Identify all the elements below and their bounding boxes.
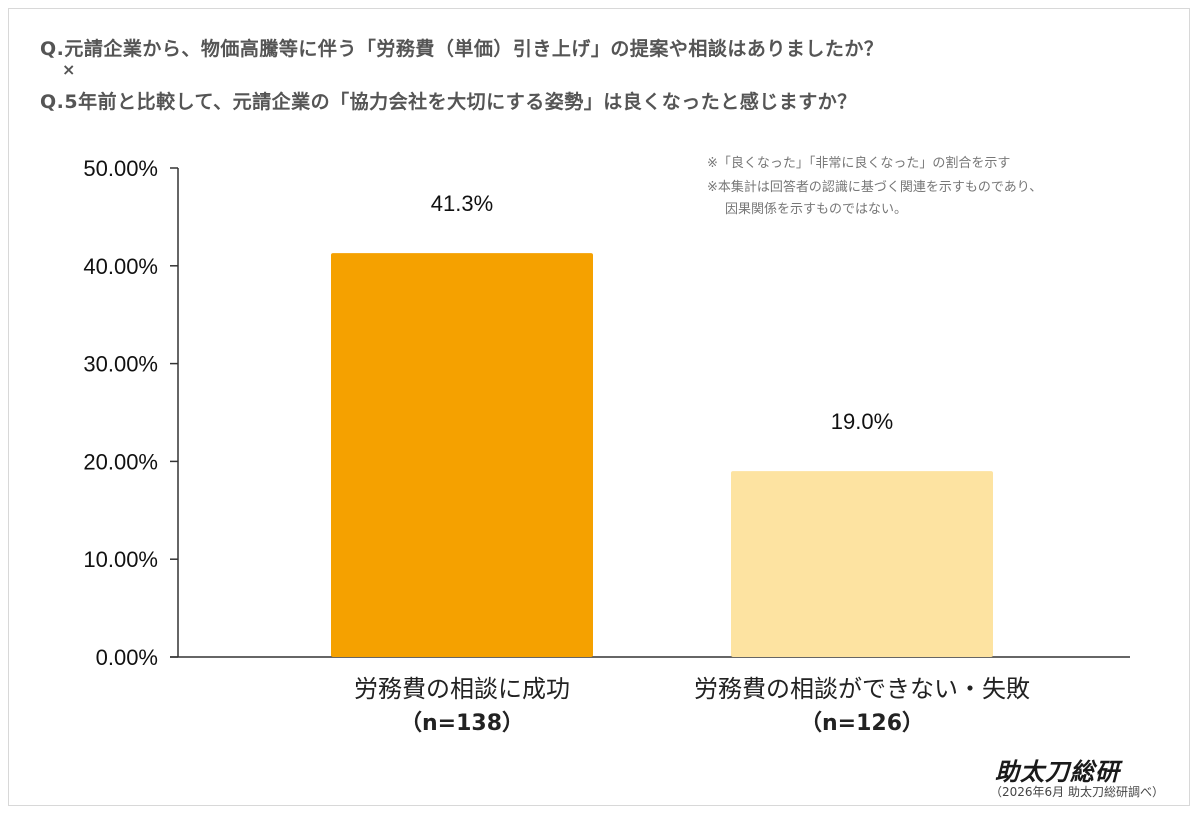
bar-2: [731, 471, 993, 657]
question-line-1: Q.元請企業から、物価高騰等に伴う「労務費（単価）引き上げ」の提案や相談はありま…: [40, 38, 884, 60]
note-line-3: 因果関係を示すものではない。: [725, 202, 908, 217]
chart-frame: [8, 8, 1190, 806]
y-tick-label: 0.00%: [96, 645, 158, 670]
y-tick-label: 10.00%: [83, 547, 158, 572]
data-label-1: 41.3%: [431, 191, 493, 216]
question-line-2: Q.5年前と比較して、元請企業の「協力会社を大切にする姿勢」は良くなったと感じま…: [40, 91, 857, 113]
note-line-2: ※本集計は回答者の認識に基づく関連を示すものであり、: [707, 180, 1043, 195]
y-tick-label: 50.00%: [83, 156, 158, 181]
category-n-1: （n=138）: [400, 711, 524, 736]
brand-logo-text: 助太刀総研: [995, 758, 1120, 786]
y-tick-label: 20.00%: [83, 449, 158, 474]
y-tick-label: 30.00%: [83, 352, 158, 377]
data-label-2: 19.0%: [831, 409, 893, 434]
source-credit: （2026年6月 助太刀総研調べ）: [990, 785, 1164, 799]
y-tick-label: 40.00%: [83, 254, 158, 279]
bar-1: [331, 253, 593, 657]
category-label-2: 労務費の相談ができない・失敗: [694, 675, 1030, 703]
question-cross-mark: ×: [62, 60, 76, 79]
category-label-1: 労務費の相談に成功: [354, 675, 570, 703]
category-n-2: （n=126）: [800, 711, 924, 736]
note-line-1: ※「良くなった」「非常に良くなった」の割合を示す: [707, 156, 1011, 171]
